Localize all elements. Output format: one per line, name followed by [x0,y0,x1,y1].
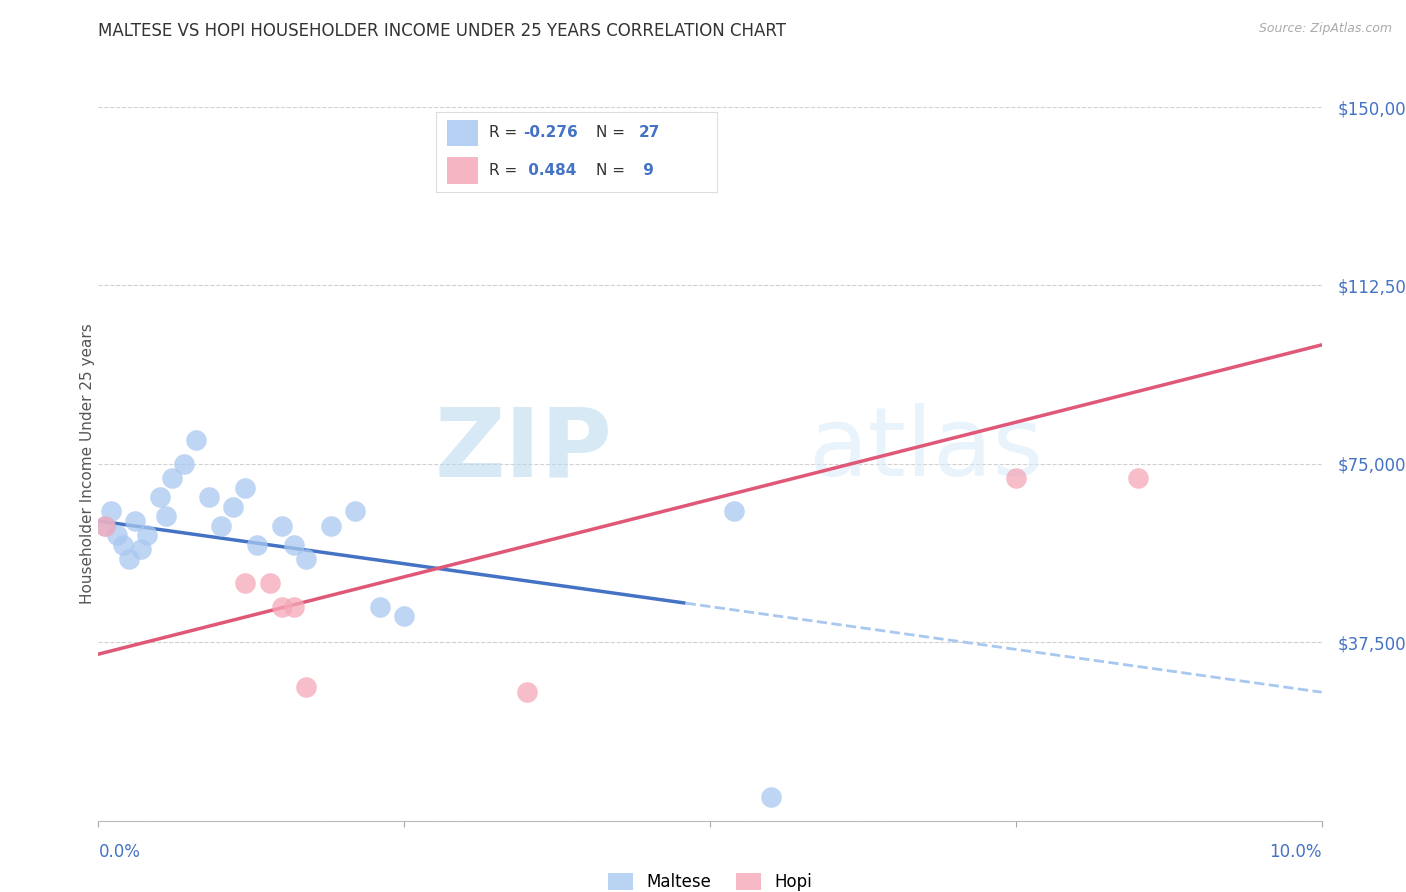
Point [129,542,152,557]
Point [295,552,318,566]
Point [295,681,318,695]
Text: 9: 9 [638,162,654,178]
Point [105,528,128,542]
Text: 0.484: 0.484 [523,162,576,178]
Y-axis label: Householder Income Under 25 years: Householder Income Under 25 years [80,324,94,604]
Text: R =: R = [489,125,523,140]
Point [100,504,122,518]
Point [259,575,281,590]
Point [233,481,256,495]
Point [93,518,115,533]
Point [392,609,416,624]
Point [723,504,745,518]
Text: R =: R = [489,162,523,178]
Point [136,528,159,542]
Text: 27: 27 [638,125,659,140]
Point [1004,471,1026,485]
Point [111,538,134,552]
Point [124,514,146,528]
Point [155,509,177,524]
Point [160,471,183,485]
Point [118,552,141,566]
Text: atlas: atlas [808,403,1043,496]
Point [233,575,256,590]
Text: 0.0%: 0.0% [98,843,141,861]
Text: 10.0%: 10.0% [1270,843,1322,861]
Point [209,518,232,533]
Point [270,518,294,533]
Point [516,685,538,699]
Text: ZIP: ZIP [434,403,612,496]
Legend: Maltese, Hopi: Maltese, Hopi [602,866,818,892]
Point [283,599,305,614]
Text: Source: ZipAtlas.com: Source: ZipAtlas.com [1258,22,1392,36]
Text: MALTESE VS HOPI HOUSEHOLDER INCOME UNDER 25 YEARS CORRELATION CHART: MALTESE VS HOPI HOUSEHOLDER INCOME UNDER… [98,22,786,40]
Point [246,538,269,552]
Point [186,433,208,447]
Text: N =: N = [596,162,630,178]
Point [93,518,115,533]
Point [761,789,783,804]
Point [344,504,367,518]
Point [149,490,172,504]
Bar [447,120,478,146]
Point [283,538,305,552]
Point [319,518,342,533]
Bar [447,157,478,184]
Point [368,599,391,614]
Point [173,457,195,471]
Point [1128,471,1150,485]
Point [222,500,245,514]
Text: -0.276: -0.276 [523,125,578,140]
Point [270,599,294,614]
Text: N =: N = [596,125,630,140]
Point [197,490,219,504]
